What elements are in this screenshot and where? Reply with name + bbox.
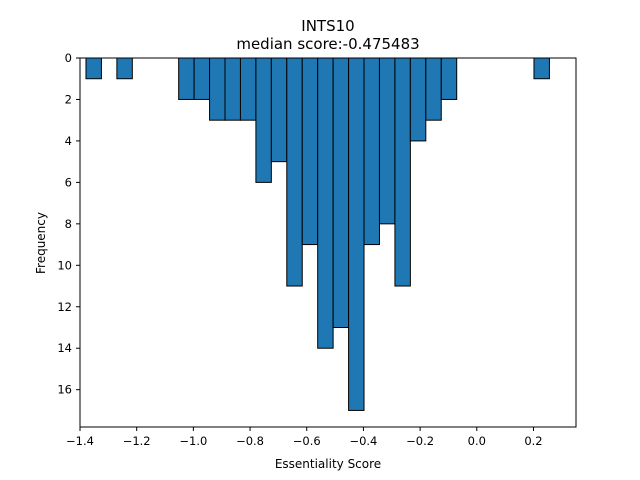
x-tick-label: −0.6 bbox=[293, 434, 321, 448]
y-tick-label: 10 bbox=[57, 258, 72, 272]
x-tick-label: −0.2 bbox=[406, 434, 434, 448]
y-tick-label: 0 bbox=[65, 51, 72, 65]
histogram-bar bbox=[348, 57, 365, 411]
histogram-bar bbox=[317, 57, 334, 349]
chart-title: INTS10 bbox=[301, 17, 354, 35]
y-tick-label: 12 bbox=[57, 300, 72, 314]
histogram-bar bbox=[332, 57, 350, 328]
x-tick-label: −1.0 bbox=[179, 434, 207, 448]
x-tick-label: 0.2 bbox=[524, 434, 542, 448]
chart-subtitle: median score:-0.475483 bbox=[236, 35, 419, 53]
x-tick-label: −1.4 bbox=[66, 434, 94, 448]
histogram-bar bbox=[533, 57, 550, 80]
histogram-bar bbox=[301, 57, 319, 246]
histogram-bar bbox=[378, 57, 396, 225]
y-tick-label: 4 bbox=[65, 134, 72, 148]
histogram-bar bbox=[209, 57, 226, 121]
x-tick-label: −0.8 bbox=[236, 434, 264, 448]
histogram-bar bbox=[193, 57, 211, 100]
y-tick-label: 2 bbox=[65, 92, 72, 106]
x-tick-label: −0.4 bbox=[349, 434, 377, 448]
plot-frame bbox=[79, 57, 577, 428]
y-axis: 0 2 4 6 8 10 12 14 16 bbox=[57, 51, 80, 397]
y-tick-label: 16 bbox=[57, 383, 72, 397]
histogram-bar bbox=[394, 57, 411, 287]
histogram-bar bbox=[425, 57, 442, 121]
x-axis-label: Essentiality Score bbox=[275, 457, 381, 471]
histogram-bar bbox=[440, 57, 458, 100]
histogram-bar bbox=[409, 57, 427, 142]
y-axis-label: Frequency bbox=[34, 212, 48, 274]
histogram-bar bbox=[270, 57, 288, 163]
y-tick-label: 8 bbox=[65, 217, 72, 231]
histogram-bar bbox=[116, 57, 133, 80]
histogram-bar bbox=[85, 57, 102, 80]
histogram-bar bbox=[239, 57, 257, 121]
histogram-bar bbox=[363, 57, 380, 246]
x-tick-label: 0.0 bbox=[468, 434, 486, 448]
bars-group bbox=[85, 57, 550, 411]
histogram-bar bbox=[178, 57, 195, 100]
histogram-bar bbox=[255, 57, 272, 183]
y-tick-label: 14 bbox=[57, 341, 72, 355]
x-axis: −1.4 −1.2 −1.0 −0.8 −0.6 −0.4 −0.2 0.0 0.2 bbox=[66, 427, 543, 448]
histogram-bar bbox=[224, 57, 241, 121]
y-tick-label: 6 bbox=[65, 175, 72, 189]
x-tick-label: −1.2 bbox=[123, 434, 151, 448]
histogram-bar bbox=[286, 57, 303, 287]
